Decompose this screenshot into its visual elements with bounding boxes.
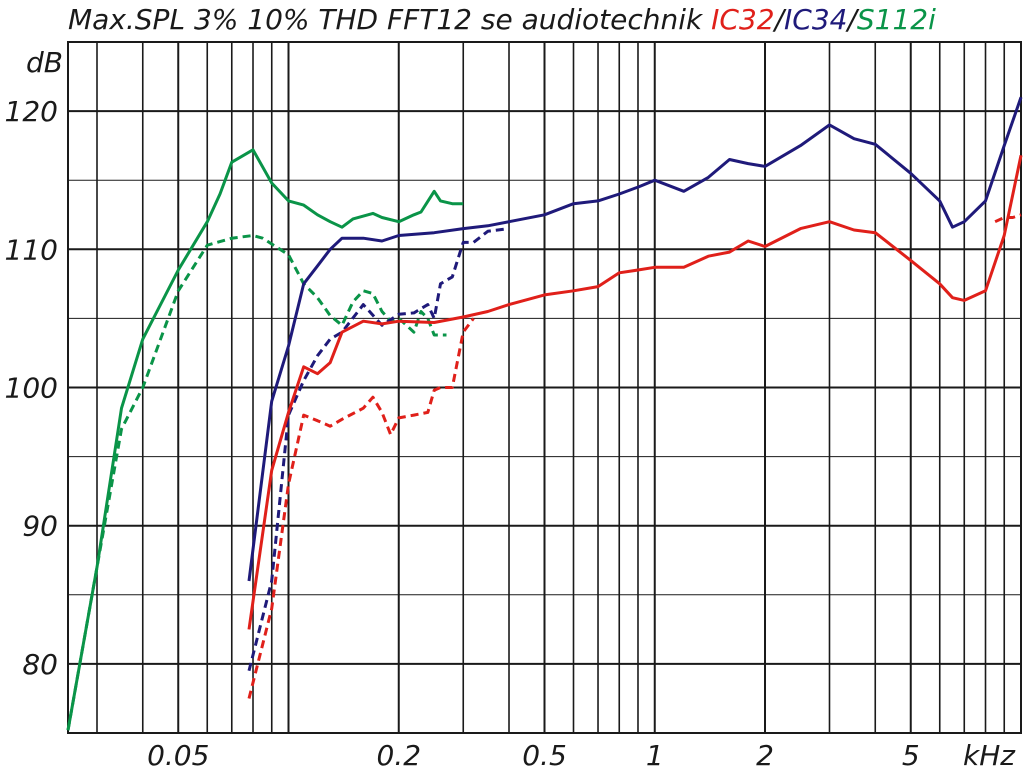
y-tick-label: 100: [5, 372, 58, 405]
y-tick-labels: 120 110 100 90 80: [5, 95, 58, 681]
y-tick-label: 120: [5, 95, 58, 128]
title-model-label: IC32: [711, 3, 774, 36]
title-model-label: /: [772, 3, 787, 36]
series-layer: [66, 96, 1023, 731]
x-tick-label: 0.05: [147, 739, 209, 768]
major-gridlines: [68, 42, 1021, 733]
series-line-s112i-3: [66, 148, 464, 731]
y-tick-label: 110: [5, 233, 58, 266]
x-axis-label: kHz: [963, 739, 1016, 768]
series-line-ic32-3: [247, 154, 1023, 630]
title-prefix: Max.SPL 3% 10% THD FFT12 se audiotechnik: [68, 3, 711, 36]
y-axis-label: dB: [26, 46, 63, 79]
chart-title: Max.SPL 3% 10% THD FFT12 se audiotechnik…: [68, 3, 936, 36]
title-model-label: IC34: [784, 3, 847, 36]
x-tick-label: 5: [902, 739, 920, 768]
series-line-ic34-10: [247, 227, 510, 672]
y-tick-label: 80: [22, 648, 58, 681]
series-line-ic32-10: [247, 317, 475, 699]
x-tick-labels: 0.05 0.2 0.5 1 2 5: [147, 739, 920, 768]
series-line-ic32-10-tail: [994, 213, 1022, 224]
title-model-label: S112i: [857, 3, 936, 36]
x-tick-label: 1: [646, 739, 664, 768]
series-line-s112i-10: [66, 234, 447, 731]
series-line-ic34-3: [247, 96, 1023, 582]
x-tick-label: 2: [756, 739, 774, 768]
x-tick-label: 0.2: [376, 739, 421, 768]
title-model-label: /: [844, 3, 859, 36]
x-tick-label: 0.5: [522, 739, 567, 768]
y-tick-label: 90: [22, 510, 58, 543]
plot-frame: [67, 41, 1022, 734]
